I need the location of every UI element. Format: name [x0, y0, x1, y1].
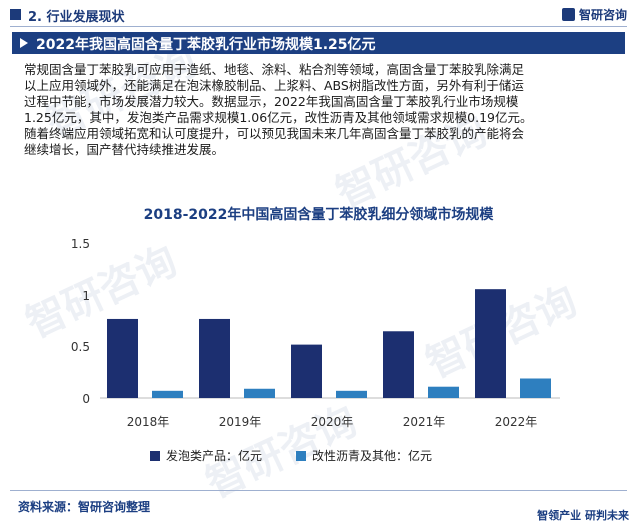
header-divider [10, 26, 627, 27]
legend-label: 发泡类产品：亿元 [166, 449, 263, 463]
source-note: 资料来源：智研咨询整理 [18, 500, 151, 514]
bar-modified-asphalt-other [152, 390, 183, 398]
bar-modified-asphalt-other [336, 390, 367, 398]
bar-foam-products [199, 318, 230, 398]
brand-name: 智研咨询 [578, 8, 627, 22]
bar-foam-products [475, 289, 506, 398]
description-paragraph: 常规固含量丁苯胶乳可应用于造纸、地毯、涂料、粘合剂等领域，高固含量丁苯胶乳除满足… [24, 62, 620, 158]
paragraph-line: 以上应用领域外，还能满足在泡沫橡胶制品、上浆料、ABS树脂改性方面，另外有利于储… [24, 78, 524, 93]
paragraph-line: 继续增长，国产替代持续推进发展。 [24, 142, 225, 157]
chart-title: 2018-2022年中国高固含量丁苯胶乳细分领域市场规模 [143, 207, 494, 223]
footer-slogan: 智领产业 研判未来 [537, 509, 629, 522]
x-tick-label: 2022年 [494, 415, 538, 429]
legend-swatch [150, 450, 160, 461]
headline-banner: 2022年我国高固含量丁苯胶乳行业市场规模1.25亿元 [12, 32, 625, 54]
x-tick-label: 2018年 [126, 415, 170, 429]
paragraph-line: 常规固含量丁苯胶乳可应用于造纸、地毯、涂料、粘合剂等领域，高固含量丁苯胶乳除满足 [24, 62, 525, 77]
bar-modified-asphalt-other [428, 386, 459, 398]
y-tick-label: 0 [82, 392, 90, 406]
section-title: 2. 行业发展现状 [28, 10, 125, 25]
y-tick-label: 0.5 [70, 340, 90, 354]
headline-title: 2022年我国高固含量丁苯胶乳行业市场规模1.25亿元 [36, 37, 376, 53]
footer-divider [10, 490, 627, 491]
y-tick-label: 1.5 [70, 237, 90, 251]
x-tick-label: 2019年 [218, 415, 262, 429]
triangle-icon [20, 38, 28, 48]
bar-modified-asphalt-other [520, 378, 551, 398]
section-marker [10, 9, 21, 20]
page-header: 2. 行业发展现状 智研咨询 [0, 0, 637, 30]
x-tick-label: 2020年 [310, 415, 354, 429]
paragraph-line: 随着终端应用领域拓宽和认可度提升，可以预见我国未来几年高固含量丁苯胶乳的产能将会 [24, 126, 525, 141]
brand-logo-icon [561, 8, 575, 21]
paragraph-line: 1.25亿元，其中，发泡类产品需求规模1.06亿元，改性沥青及其他领域需求规模0… [24, 110, 533, 125]
x-tick-label: 2021年 [402, 415, 446, 429]
bar-foam-products [383, 331, 414, 398]
legend-swatch [296, 450, 307, 461]
brand: 智研咨询 [561, 6, 627, 23]
legend-label: 改性沥青及其他：亿元 [312, 449, 433, 463]
chart-legend: 发泡类产品：亿元 改性沥青及其他：亿元 [150, 447, 432, 464]
y-tick-label: 1 [82, 289, 90, 303]
legend-item: 发泡类产品：亿元 [150, 447, 262, 464]
bar-foam-products [107, 318, 138, 398]
bar-modified-asphalt-other [244, 388, 275, 398]
legend-item: 改性沥青及其他：亿元 [296, 447, 432, 464]
bar-foam-products [291, 344, 322, 398]
paragraph-line: 过程中节能，市场发展潜力较大。数据显示，2022年我国高固含量丁苯胶乳行业市场规… [24, 94, 519, 109]
